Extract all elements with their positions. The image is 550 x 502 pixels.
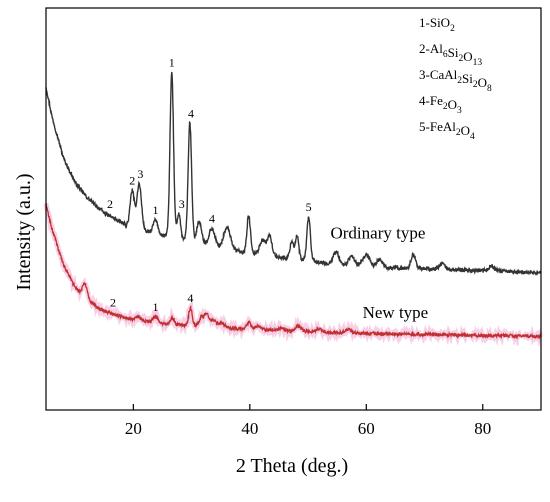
legend-formula-text: O [461,123,470,138]
legend-number: 1 [419,15,426,30]
new-type-peak-label: 2 [110,296,116,310]
legend-number: 4 [419,93,426,108]
ordinary-type-peak-label: 5 [306,200,312,214]
legend-formula-text: O [478,75,487,90]
ordinary-type-peak-label: 4 [209,212,215,226]
legend-subscript: 2 [473,80,478,90]
legend-number: 2 [419,41,426,56]
legend-subscript: 2 [443,102,448,112]
y-axis-title: Intensity (a.u.) [13,173,35,290]
legend-item: 5-FeAl2O4 [419,119,475,142]
legend-number: 5 [419,119,426,134]
ordinary-type-peak-label: 3 [179,197,185,211]
ordinary-type-label: Ordinary type [330,224,425,243]
x-tick-label: 20 [125,419,142,438]
legend-formula-text: O [463,49,472,64]
legend-item: 3-CaAl2Si2O8 [419,67,492,94]
x-tick-label: 40 [241,419,258,438]
new-type-label: New type [363,303,429,322]
legend-formula-text: CaAl [430,67,458,82]
legend-formula-text: Fe [430,93,443,108]
legend-subscript: 2 [456,128,461,138]
legend-formula-text: Si [462,71,473,86]
ordinary-type-peak-label: 2 [129,173,135,187]
x-tick-label: 60 [358,419,375,438]
legend-subscript: 2 [457,76,462,86]
ordinary-type-curve [45,71,542,276]
legend-subscript: 2 [458,54,463,64]
lines-layer [43,71,543,348]
legend-subscript: 13 [473,58,483,68]
legend-item: 4-Fe2O3 [419,93,462,116]
legend-subscript: 8 [487,84,492,94]
new-type-curve [45,203,542,340]
ordinary-type-peak-label: 1 [152,203,158,217]
legend-formula-text: Al [430,41,443,56]
legend-subscript: 2 [450,24,455,34]
ordinary-type-peak-label: 1 [169,56,175,70]
new-type-peak-label: 1 [152,300,158,314]
x-tick-label: 80 [474,419,491,438]
legend-formula-text: FeAl [430,119,456,134]
legend-item: 1-SiO2 [419,15,455,34]
x-axis-title: 2 Theta (deg.) [236,455,348,477]
legend-number: 3 [419,67,426,82]
ordinary-type-peak-label: 2 [107,197,113,211]
legend-formula-text: O [448,97,457,112]
legend-formula-text: Si [448,45,459,60]
legend-subscript: 4 [470,132,475,142]
legend-subscript: 3 [457,106,462,116]
new-type-peak-label: 4 [187,291,193,305]
legend-formula-text: SiO [430,15,450,30]
legend-item: 2-Al6Si2O13 [419,41,482,68]
ordinary-type-peak-label: 4 [188,106,194,120]
ordinary-type-peak-label: 3 [137,167,143,181]
legend-subscript: 6 [443,50,448,60]
plot-frame [45,7,542,411]
axes-layer: 20 40 60 80 [45,7,542,438]
